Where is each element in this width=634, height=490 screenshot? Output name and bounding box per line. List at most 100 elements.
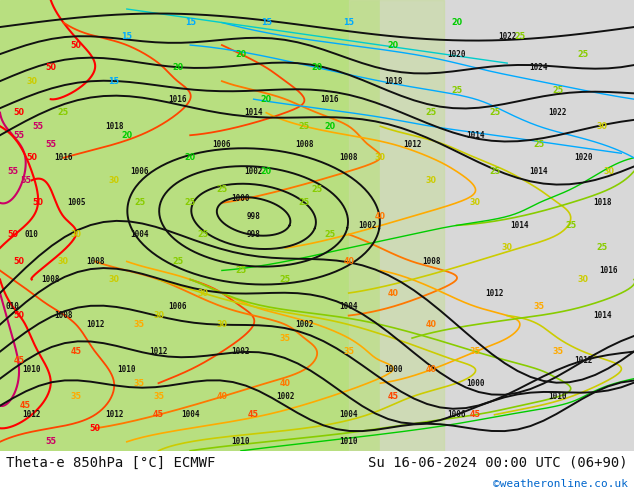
Text: 50: 50 [13,257,25,266]
Text: 1002: 1002 [358,221,377,230]
Text: 25: 25 [58,108,69,117]
Bar [380,0,634,451]
Text: 45: 45 [13,356,25,365]
Text: 1002: 1002 [276,392,295,401]
Text: 15: 15 [184,18,196,27]
Text: 25: 25 [514,31,526,41]
Text: 50: 50 [70,41,82,49]
Text: 1002: 1002 [295,320,314,329]
Text: 25: 25 [311,185,323,194]
Text: 998: 998 [247,212,261,221]
Text: 1022: 1022 [548,108,567,117]
Text: 50: 50 [32,198,44,207]
Text: 40: 40 [343,257,354,266]
Text: 1008: 1008 [422,257,441,266]
Text: 40: 40 [387,289,399,297]
Text: 45: 45 [153,410,164,419]
Text: 30: 30 [597,122,608,131]
Text: 20: 20 [121,131,133,140]
Text: 010: 010 [25,230,39,239]
Text: 45: 45 [70,347,82,356]
Text: 35: 35 [153,392,164,401]
Text: 1016: 1016 [168,95,187,104]
Text: 30: 30 [70,230,82,239]
Text: 1018: 1018 [593,198,612,207]
Text: 50: 50 [13,311,25,320]
Text: 1006: 1006 [168,302,187,311]
Text: 30: 30 [216,320,228,329]
Text: 1008: 1008 [86,257,105,266]
Text: 30: 30 [603,167,614,176]
Text: 1010: 1010 [117,365,136,374]
Text: 30: 30 [470,198,481,207]
Text: 25: 25 [489,167,500,176]
Text: 35: 35 [70,392,82,401]
Text: 15: 15 [343,18,354,27]
Text: 1012: 1012 [403,140,422,149]
Text: 30: 30 [153,311,164,320]
Text: 1012: 1012 [22,410,41,419]
Text: 25: 25 [324,230,335,239]
Text: 1006: 1006 [447,410,466,419]
Text: 30: 30 [501,244,513,252]
Text: 55: 55 [13,131,25,140]
Text: 35: 35 [343,347,354,356]
Text: 1002: 1002 [231,347,250,356]
Text: 1014: 1014 [529,167,548,176]
Text: ©weatheronline.co.uk: ©weatheronline.co.uk [493,479,628,489]
Text: 1012: 1012 [86,320,105,329]
Text: 25: 25 [235,266,247,275]
Text: 1014: 1014 [244,108,263,117]
Text: 25: 25 [280,275,291,284]
Text: 20: 20 [451,18,462,27]
Text: 1020: 1020 [574,153,593,162]
Text: 50: 50 [7,230,18,239]
Text: 1010: 1010 [231,437,250,446]
Text: 1024: 1024 [529,63,548,72]
Text: 30: 30 [58,257,69,266]
Text: 25: 25 [299,122,310,131]
Text: 45: 45 [248,410,259,419]
Text: 1012: 1012 [574,356,593,365]
Text: 50: 50 [45,63,56,72]
Text: 1018: 1018 [105,122,124,131]
Text: 1008: 1008 [54,311,73,320]
Text: 1006: 1006 [212,140,231,149]
Text: 1008: 1008 [295,140,314,149]
Text: 1004: 1004 [130,230,149,239]
Text: 30: 30 [578,275,589,284]
Text: 30: 30 [375,153,386,162]
Text: 1014: 1014 [593,311,612,320]
Text: 1014: 1014 [510,221,529,230]
Text: 15: 15 [261,18,272,27]
Text: 55: 55 [32,122,44,131]
Text: 20: 20 [261,167,272,176]
Text: 35: 35 [280,334,291,343]
Text: 25: 25 [597,244,608,252]
Text: 55: 55 [45,140,56,149]
Text: 25: 25 [172,257,183,266]
Text: 1016: 1016 [599,266,618,275]
Text: 40: 40 [216,392,228,401]
Text: 45: 45 [470,410,481,419]
Text: 20: 20 [172,63,183,72]
Text: 50: 50 [13,108,25,117]
Text: 010: 010 [6,302,20,311]
Text: 1010: 1010 [548,392,567,401]
Text: 20: 20 [261,95,272,104]
Text: 1016: 1016 [54,153,73,162]
Text: 1000: 1000 [466,379,485,388]
Text: 20: 20 [311,63,323,72]
Text: 1022: 1022 [498,31,517,41]
Text: 40: 40 [375,212,386,221]
Text: 40: 40 [425,365,437,374]
Text: 35: 35 [470,347,481,356]
Text: 1012: 1012 [105,410,124,419]
Text: 35: 35 [533,302,545,311]
Text: 50: 50 [89,424,101,433]
Text: 1000: 1000 [384,365,403,374]
Text: 1018: 1018 [384,76,403,86]
Text: 40: 40 [425,320,437,329]
Text: 1012: 1012 [149,347,168,356]
Text: 55: 55 [7,167,18,176]
